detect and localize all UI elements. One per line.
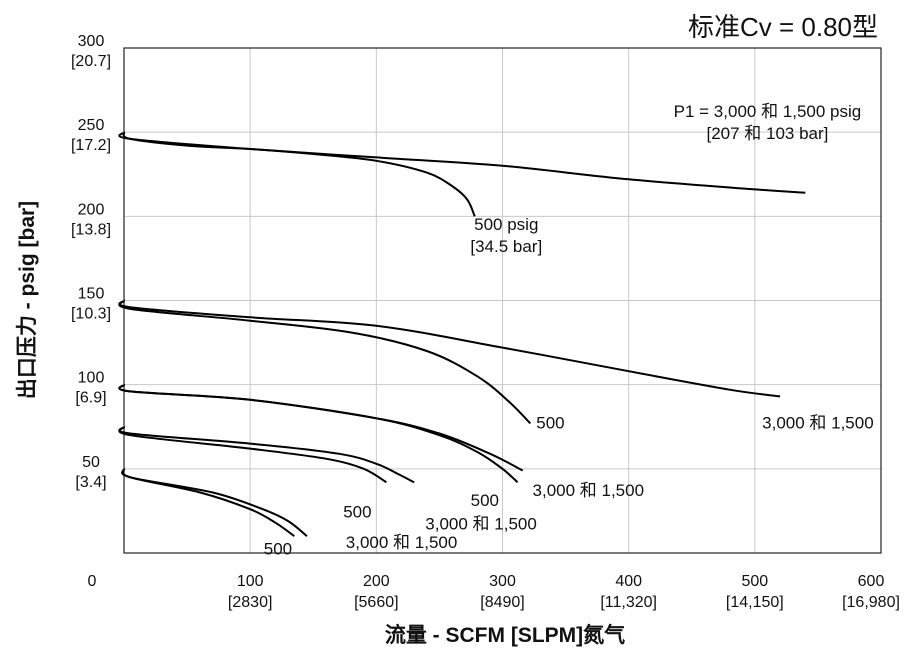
x-axis-ticks: 0 100 [2830] 200 [5660] 300 [8490] 400 [11,320] 5…	[88, 573, 900, 611]
chart-title: 标准Cv = 0.80型	[688, 12, 878, 42]
x-tick-sublabel: [2830]	[228, 594, 272, 611]
x-tick-label: 500	[741, 573, 768, 590]
x-tick-label: 300	[489, 573, 516, 590]
x-tick-sublabel: [8490]	[480, 594, 524, 611]
curve-annotation: [34.5 bar]	[470, 237, 542, 256]
curve-annotation: 3,000 和 1,500	[762, 413, 874, 432]
curve-annotation: 500	[536, 413, 564, 432]
annotations: P1 = 3,000 和 1,500 psig [207 和 103 bar] 50…	[264, 102, 874, 559]
y-tick-sublabel: [6.9]	[75, 390, 106, 407]
series-line	[121, 468, 295, 538]
series-line	[121, 467, 308, 537]
y-tick-sublabel: [17.2]	[71, 137, 111, 154]
series-line	[118, 299, 532, 425]
curve-annotation: 500	[264, 540, 292, 559]
curve-annotation: 500	[471, 491, 499, 510]
series-line	[118, 383, 524, 472]
x-tick-sublabel: [14,150]	[726, 594, 784, 611]
series-lines	[118, 131, 806, 538]
y-tick-sublabel: [10.3]	[71, 306, 111, 323]
curve-annotation: 3,000 和 1,500	[346, 533, 458, 552]
y-tick-label: 300	[78, 33, 105, 50]
x-tick-label: 200	[363, 573, 390, 590]
y-tick-label: 50	[82, 454, 100, 471]
series-line	[118, 425, 415, 484]
x-axis-title: 流量 - SCFM [SLPM]氮气	[385, 623, 625, 647]
y-axis-title: 出口压力 - psig [bar]	[16, 201, 39, 399]
x-tick-label: 400	[615, 573, 642, 590]
curve-annotation: [207 和 103 bar]	[706, 124, 828, 143]
y-tick-label: 200	[78, 201, 105, 218]
series-line	[118, 299, 781, 398]
series-line	[118, 383, 519, 484]
curve-annotation: P1 = 3,000 和 1,500 psig	[674, 102, 862, 121]
curve-annotation: 3,000 和 1,500	[425, 514, 537, 533]
series-line	[118, 425, 387, 484]
x-tick-label: 600	[858, 573, 885, 590]
x-tick-label: 0	[88, 573, 97, 590]
y-tick-label: 100	[78, 370, 105, 387]
y-tick-label: 250	[78, 117, 105, 134]
y-tick-sublabel: [20.7]	[71, 53, 111, 70]
curve-annotation: 500 psig	[474, 215, 538, 234]
x-tick-sublabel: [5660]	[354, 594, 398, 611]
series-line	[122, 131, 476, 217]
y-tick-sublabel: [13.8]	[71, 221, 111, 238]
curve-annotation: 500	[343, 503, 371, 522]
x-tick-sublabel: [11,320]	[600, 594, 657, 611]
x-tick-sublabel: [16,980]	[842, 594, 900, 611]
x-tick-label: 100	[237, 573, 264, 590]
curve-annotation: 3,000 和 1,500	[533, 481, 645, 500]
series-line	[118, 131, 806, 194]
y-tick-sublabel: [3.4]	[75, 474, 106, 491]
y-tick-label: 150	[78, 286, 105, 303]
y-axis-ticks: 50 [3.4] 100 [6.9] 150 [10.3] 200 [13.8] 250 [17.…	[71, 33, 111, 491]
